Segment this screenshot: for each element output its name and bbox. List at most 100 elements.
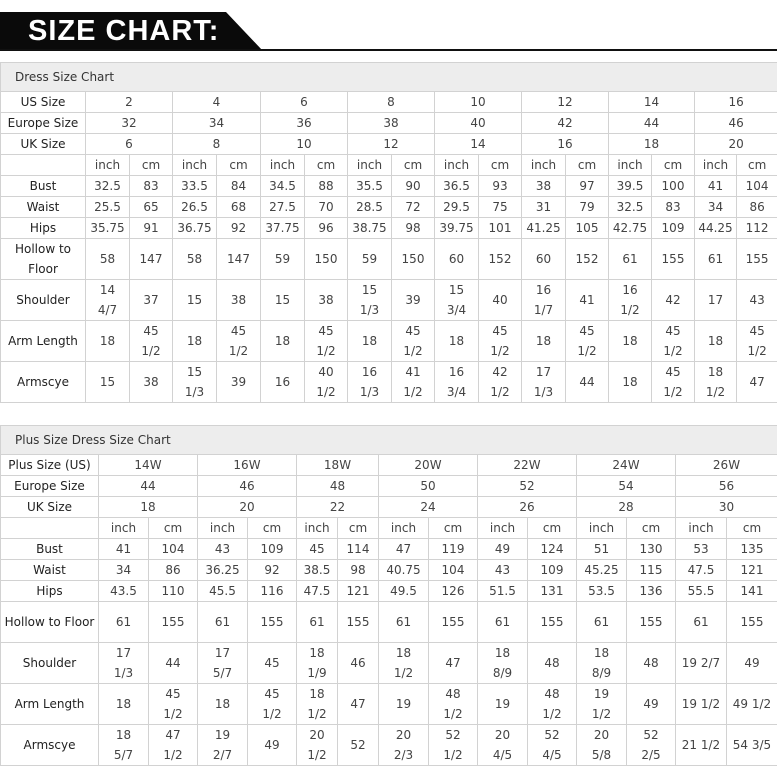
measurement-cell: 16 1/2 xyxy=(608,279,652,321)
measurement-row: Armscye 18 5/7 47 1/2 19 2/7 49 20 1/2 52 20 2/3 52 1/… xyxy=(0,724,777,766)
measurement-cell: 37.75 xyxy=(260,217,305,239)
measurement-cell: 155 xyxy=(428,601,478,643)
measurement-cell: 18 1/2 xyxy=(694,361,737,403)
measurement-cell: 88 xyxy=(304,175,348,197)
measurement-cell: 19 1/2 xyxy=(576,683,627,725)
measurement-cell: 32.5 xyxy=(85,175,130,197)
size-cell: 48 xyxy=(296,475,379,497)
measurement-cell: 18 xyxy=(85,320,130,362)
measurement-cell: 18 xyxy=(197,683,248,725)
measurement-cell: 14 4/7 xyxy=(85,279,130,321)
measurement-cell: 38 xyxy=(304,279,348,321)
measurement-cell: 47 1/2 xyxy=(148,724,198,766)
measurement-cell: 38 xyxy=(521,175,566,197)
measurement-cell: 59 xyxy=(347,238,392,280)
unit-cm: cm xyxy=(726,517,777,539)
table-title: Dress Size Chart xyxy=(0,62,777,92)
plus-size-table: Plus Size Dress Size Chart Plus Size (US)… xyxy=(0,425,777,766)
measurement-row: Bust 32.5 83 33.5 84 34.5 88 35.5 90 36.5 93 38 97 39… xyxy=(0,175,777,197)
size-cell: 20W xyxy=(378,454,478,476)
measurement-row: Waist 25.5 65 26.5 68 27.5 70 28.5 72 29.5 75 31 79 3… xyxy=(0,196,777,218)
measurement-cell: 27.5 xyxy=(260,196,305,218)
measurement-cell: 141 xyxy=(726,580,777,602)
measurement-cell: 136 xyxy=(626,580,676,602)
measurement-cell: 38.5 xyxy=(296,559,338,581)
measurement-cell: 59 xyxy=(260,238,305,280)
row-label: Europe Size xyxy=(0,475,99,497)
measurement-cell: 40 xyxy=(478,279,522,321)
measurement-cell: 34 xyxy=(694,196,737,218)
measurement-cell: 58 xyxy=(85,238,130,280)
size-cell: 42 xyxy=(521,112,609,134)
unit-cm: cm xyxy=(337,517,379,539)
size-cell: 36 xyxy=(260,112,348,134)
measurement-cell: 48 xyxy=(527,642,577,684)
measurement-cell: 37 xyxy=(129,279,173,321)
measurement-row: Arm Length 18 45 1/2 18 45 1/2 18 45 1/2 18 45 1/2 18… xyxy=(0,320,777,362)
measurement-cell: 47 xyxy=(735,361,777,403)
measurement-cell: 98 xyxy=(337,559,379,581)
measurement-cell: 19 1/2 xyxy=(675,683,727,725)
size-chart-banner: SIZE CHART: xyxy=(0,12,262,50)
measurement-cell: 18 5/7 xyxy=(98,724,149,766)
measurement-cell: 15 xyxy=(172,279,217,321)
measurement-cell: 115 xyxy=(626,559,676,581)
size-row: Europe Size 32 34 36 38 40 42 44 46 xyxy=(0,112,777,134)
measurement-cell: 86 xyxy=(735,196,777,218)
measurement-cell: 35.5 xyxy=(347,175,392,197)
measurement-cell: 121 xyxy=(726,559,777,581)
measurement-cell: 58 xyxy=(172,238,217,280)
row-label: UK Size xyxy=(0,133,86,155)
measurement-cell: 126 xyxy=(428,580,478,602)
size-cell: 18W xyxy=(296,454,379,476)
size-cell: 16W xyxy=(197,454,297,476)
measurement-cell: 39 xyxy=(216,361,261,403)
measurement-cell: 43 xyxy=(477,559,528,581)
size-cell: 6 xyxy=(260,91,348,113)
measurement-cell: 18 1/2 xyxy=(296,683,338,725)
measurement-cell: 47.5 xyxy=(675,559,727,581)
measurement-cell: 51 xyxy=(576,538,627,560)
measurement-cell: 61 xyxy=(608,238,652,280)
unit-inch: inch xyxy=(172,154,217,176)
measurement-cell: 155 xyxy=(626,601,676,643)
measurement-cell: 147 xyxy=(129,238,173,280)
size-cell: 20 xyxy=(197,496,297,518)
measurement-cell: 43.5 xyxy=(98,580,149,602)
unit-row: inch cm inch cm inch cm inch cm inch cm inch cm inch… xyxy=(0,154,777,176)
measurement-cell: 49 xyxy=(726,642,777,684)
measurement-cell: 18 1/9 xyxy=(296,642,338,684)
measurement-cell: 45 1/2 xyxy=(651,320,695,362)
measurement-cell: 45 1/2 xyxy=(216,320,261,362)
unit-inch: inch xyxy=(260,154,305,176)
unit-inch: inch xyxy=(434,154,479,176)
unit-inch: inch xyxy=(98,517,149,539)
measurement-cell: 16 1/7 xyxy=(521,279,566,321)
measurement-cell: 61 xyxy=(378,601,429,643)
row-label: Arm Length xyxy=(0,320,86,362)
measurement-cell: 70 xyxy=(304,196,348,218)
page-title: SIZE CHART: xyxy=(28,15,220,47)
size-cell: 24 xyxy=(378,496,478,518)
measurement-cell: 49 xyxy=(247,724,297,766)
measurement-cell: 114 xyxy=(337,538,379,560)
measurement-cell: 91 xyxy=(129,217,173,239)
measurement-cell: 32.5 xyxy=(608,196,652,218)
row-label: Waist xyxy=(0,559,99,581)
size-cell: 50 xyxy=(378,475,478,497)
measurement-cell: 150 xyxy=(304,238,348,280)
measurement-cell: 61 xyxy=(694,238,737,280)
measurement-cell: 155 xyxy=(148,601,198,643)
measurement-cell: 18 xyxy=(98,683,149,725)
unit-inch: inch xyxy=(378,517,429,539)
measurement-cell: 109 xyxy=(527,559,577,581)
measurement-cell: 124 xyxy=(527,538,577,560)
measurement-cell: 19 2/7 xyxy=(197,724,248,766)
measurement-cell: 104 xyxy=(148,538,198,560)
measurement-cell: 54 3/5 xyxy=(726,724,777,766)
measurement-cell: 28.5 xyxy=(347,196,392,218)
row-label: Waist xyxy=(0,196,86,218)
measurement-cell: 45 1/2 xyxy=(735,320,777,362)
unit-row: inch cm inch cm inch cm inch cm inch cm inch cm inch… xyxy=(0,517,777,539)
measurement-cell: 25.5 xyxy=(85,196,130,218)
